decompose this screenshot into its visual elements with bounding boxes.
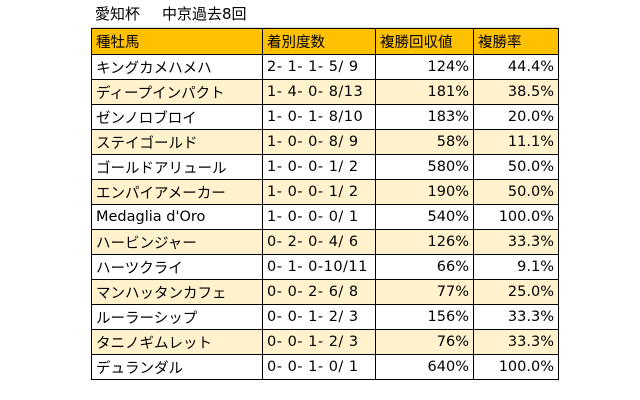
table-row: デュランダル 0- 0- 1- 0/ 1 640% 100.0%: [91, 354, 559, 380]
table-row: ハーツクライ 0- 1- 0-10/11 66% 9.1%: [91, 254, 559, 280]
cell-record[interactable]: 0- 1- 0-10/11: [262, 254, 376, 280]
cell-place-rate[interactable]: 25.0%: [473, 279, 559, 305]
cell-place-rate[interactable]: 9.1%: [473, 254, 559, 280]
table-row: ハービンジャー 0- 2- 0- 4/ 6 126% 33.3%: [91, 229, 559, 255]
cell-return-rate[interactable]: 183%: [375, 104, 474, 130]
cell-place-rate[interactable]: 38.5%: [473, 79, 559, 105]
cell-sire[interactable]: ゴールドアリュール: [91, 154, 263, 180]
cell-place-rate[interactable]: 33.3%: [473, 304, 559, 330]
cell-record[interactable]: 0- 0- 1- 2/ 3: [262, 304, 376, 330]
cell-record[interactable]: 0- 0- 1- 0/ 1: [262, 354, 376, 380]
cell-sire[interactable]: ハービンジャー: [91, 229, 263, 255]
cell-return-rate[interactable]: 540%: [375, 204, 474, 230]
cell-place-rate[interactable]: 100.0%: [473, 204, 559, 230]
cell-record[interactable]: 2- 1- 1- 5/ 9: [262, 54, 376, 80]
cell-return-rate[interactable]: 580%: [375, 154, 474, 180]
cell-record[interactable]: 1- 0- 0- 8/ 9: [262, 129, 376, 155]
table-row: エンパイアメーカー 1- 0- 0- 1/ 2 190% 50.0%: [91, 179, 559, 205]
table-row: ルーラーシップ 0- 0- 1- 2/ 3 156% 33.3%: [91, 304, 559, 330]
header-return-rate[interactable]: 複勝回収値: [375, 28, 474, 55]
sire-stats-table: 種牡馬 着別度数 複勝回収値 複勝率 キングカメハメハ 2- 1- 1- 5/ …: [91, 28, 559, 380]
cell-place-rate[interactable]: 44.4%: [473, 54, 559, 80]
cell-sire[interactable]: キングカメハメハ: [91, 54, 263, 80]
cell-place-rate[interactable]: 100.0%: [473, 354, 559, 380]
cell-return-rate[interactable]: 640%: [375, 354, 474, 380]
cell-record[interactable]: 0- 0- 1- 2/ 3: [262, 329, 376, 355]
cell-sire[interactable]: デュランダル: [91, 354, 263, 380]
table-row: ディープインパクト 1- 4- 0- 8/13 181% 38.5%: [91, 79, 559, 105]
title-row: 愛知杯 中京過去8回: [91, 0, 558, 28]
cell-record[interactable]: 1- 0- 0- 0/ 1: [262, 204, 376, 230]
cell-place-rate[interactable]: 33.3%: [473, 229, 559, 255]
header-row: 種牡馬 着別度数 複勝回収値 複勝率: [91, 28, 559, 55]
cell-sire[interactable]: ハーツクライ: [91, 254, 263, 280]
cell-record[interactable]: 1- 0- 1- 8/10: [262, 104, 376, 130]
cell-sire[interactable]: マンハッタンカフェ: [91, 279, 263, 305]
cell-place-rate[interactable]: 20.0%: [473, 104, 559, 130]
cell-sire[interactable]: ルーラーシップ: [91, 304, 263, 330]
cell-return-rate[interactable]: 76%: [375, 329, 474, 355]
cell-place-rate[interactable]: 33.3%: [473, 329, 559, 355]
table-row: マンハッタンカフェ 0- 0- 2- 6/ 8 77% 25.0%: [91, 279, 559, 305]
sheet-title: 愛知杯: [95, 5, 141, 23]
cell-return-rate[interactable]: 126%: [375, 229, 474, 255]
cell-sire[interactable]: タニノギムレット: [91, 329, 263, 355]
spreadsheet: 愛知杯 中京過去8回 種牡馬 着別度数 複勝回収値 複勝率 キングカメハメハ 2…: [91, 0, 559, 380]
cell-sire[interactable]: Medaglia d'Oro: [91, 204, 263, 230]
header-record[interactable]: 着別度数: [262, 28, 376, 55]
cell-return-rate[interactable]: 77%: [375, 279, 474, 305]
cell-return-rate[interactable]: 181%: [375, 79, 474, 105]
cell-record[interactable]: 1- 4- 0- 8/13: [262, 79, 376, 105]
cell-return-rate[interactable]: 66%: [375, 254, 474, 280]
table-row: タニノギムレット 0- 0- 1- 2/ 3 76% 33.3%: [91, 329, 559, 355]
cell-return-rate[interactable]: 58%: [375, 129, 474, 155]
cell-place-rate[interactable]: 11.1%: [473, 129, 559, 155]
cell-sire[interactable]: エンパイアメーカー: [91, 179, 263, 205]
table-row: ゼンノロブロイ 1- 0- 1- 8/10 183% 20.0%: [91, 104, 559, 130]
cell-place-rate[interactable]: 50.0%: [473, 179, 559, 205]
sheet-subtitle: 中京過去8回: [162, 5, 247, 23]
header-place-rate[interactable]: 複勝率: [473, 28, 559, 55]
table-row: ゴールドアリュール 1- 0- 0- 1/ 2 580% 50.0%: [91, 154, 559, 180]
header-sire[interactable]: 種牡馬: [91, 28, 263, 55]
cell-record[interactable]: 0- 0- 2- 6/ 8: [262, 279, 376, 305]
table-row: キングカメハメハ 2- 1- 1- 5/ 9 124% 44.4%: [91, 54, 559, 80]
cell-return-rate[interactable]: 124%: [375, 54, 474, 80]
cell-sire[interactable]: ステイゴールド: [91, 129, 263, 155]
table-body: キングカメハメハ 2- 1- 1- 5/ 9 124% 44.4% ディープイン…: [91, 54, 559, 380]
cell-place-rate[interactable]: 50.0%: [473, 154, 559, 180]
cell-record[interactable]: 1- 0- 0- 1/ 2: [262, 179, 376, 205]
table-row: ステイゴールド 1- 0- 0- 8/ 9 58% 11.1%: [91, 129, 559, 155]
cell-sire[interactable]: ゼンノロブロイ: [91, 104, 263, 130]
cell-sire[interactable]: ディープインパクト: [91, 79, 263, 105]
cell-return-rate[interactable]: 156%: [375, 304, 474, 330]
cell-record[interactable]: 1- 0- 0- 1/ 2: [262, 154, 376, 180]
cell-record[interactable]: 0- 2- 0- 4/ 6: [262, 229, 376, 255]
table-row: Medaglia d'Oro 1- 0- 0- 0/ 1 540% 100.0%: [91, 204, 559, 230]
cell-return-rate[interactable]: 190%: [375, 179, 474, 205]
